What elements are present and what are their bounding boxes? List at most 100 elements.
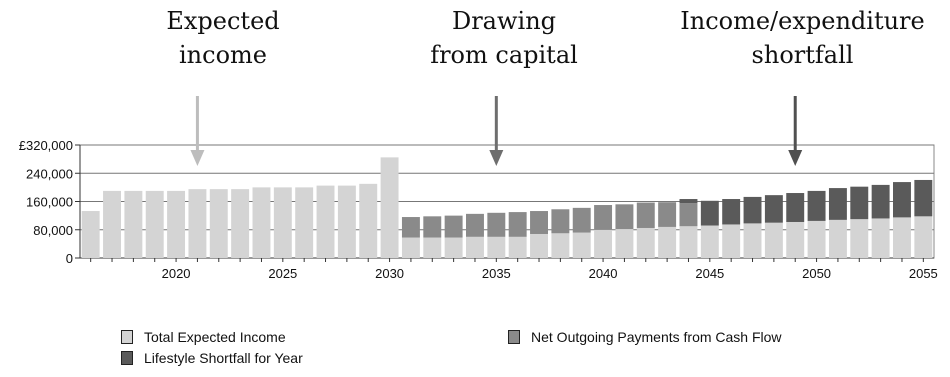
bar-segment	[359, 183, 378, 258]
bar-segment	[572, 232, 591, 258]
bar-segment	[295, 187, 314, 258]
bar-segment	[893, 217, 911, 258]
legend-label: Lifestyle Shortfall for Year	[144, 350, 303, 366]
bar-segment	[679, 226, 698, 258]
bar-segment	[743, 196, 762, 224]
bar-segment	[871, 184, 890, 219]
bar-segment	[572, 207, 591, 233]
bar-segment	[167, 190, 186, 258]
bar-segment	[615, 229, 634, 258]
bar-segment	[743, 223, 762, 258]
legend-swatch	[121, 351, 133, 365]
callout-drawing-from-capital: Drawing from capital	[404, 4, 604, 72]
bar-segment	[252, 187, 271, 258]
callout-expected-income: Expected income	[128, 4, 318, 72]
bar-segment	[807, 220, 826, 258]
x-tick-label: 2025	[268, 266, 297, 281]
legend-item-net-outgoing-payments: Net Outgoing Payments from Cash Flow	[508, 329, 782, 345]
callout-income-expenditure-shortfall: Income/expenditure shortfall	[660, 4, 945, 72]
bar-segment	[594, 229, 613, 258]
legend-item-lifestyle-shortfall: Lifestyle Shortfall for Year	[121, 350, 303, 366]
bar-segment	[658, 202, 677, 227]
bar-segment	[828, 188, 847, 220]
bar-segment	[551, 209, 570, 234]
bar-segment	[508, 236, 527, 258]
bar-segment	[145, 190, 164, 258]
callout-line: Drawing	[451, 7, 557, 35]
legend-item-total-expected-income: Total Expected Income	[121, 329, 286, 345]
bar-segment	[850, 219, 869, 258]
y-tick-label: £320,000	[19, 138, 73, 153]
bar-segment	[594, 205, 613, 230]
bar-segment	[466, 236, 484, 258]
bar-segment	[316, 185, 335, 258]
bar-segment	[530, 233, 548, 258]
callout-arrow-head	[788, 150, 803, 166]
bar-segment	[850, 186, 869, 220]
callout-arrow-head	[489, 150, 504, 166]
bar-segment	[700, 225, 719, 258]
bar-segment	[914, 179, 933, 217]
callout-arrow-head	[190, 150, 205, 166]
bar-segment	[444, 237, 463, 258]
callout-line: from capital	[430, 41, 578, 69]
bar-segment	[893, 182, 911, 218]
bar-segment	[103, 190, 121, 258]
bar-segment	[466, 213, 484, 237]
x-tick-label: 2050	[802, 266, 831, 281]
bar-segment	[636, 202, 655, 228]
callout-line: shortfall	[751, 41, 854, 69]
bar-segment	[615, 204, 634, 230]
bar-segment	[124, 190, 143, 258]
bar-segment	[764, 222, 783, 258]
legend-swatch	[508, 330, 520, 344]
stacked-bar-chart: 0 80,000 160,000 240,000 £320,000 2020 2025 203…	[19, 96, 938, 281]
bar-segment	[828, 219, 847, 258]
bar-segment	[658, 226, 677, 258]
callout-line: Expected	[166, 7, 280, 35]
legend-label: Total Expected Income	[144, 329, 286, 345]
bar-segment	[871, 218, 890, 258]
legend-label: Net Outgoing Payments from Cash Flow	[531, 329, 782, 345]
callout-line: income	[179, 41, 267, 69]
bar-segment	[401, 217, 420, 238]
bar-segment	[807, 190, 826, 221]
bar-segment	[679, 203, 698, 227]
bar-segment	[337, 185, 356, 258]
bar-segment	[423, 216, 442, 238]
bar-segment	[764, 195, 783, 223]
legend-swatch	[121, 330, 133, 344]
bar-segment	[487, 212, 506, 237]
bar-segment	[401, 237, 420, 258]
bar-segment	[423, 237, 442, 258]
bar-segment	[487, 236, 506, 258]
bar-segment	[273, 187, 292, 258]
bar-segment	[508, 212, 527, 237]
bar-segment	[786, 221, 805, 258]
callout-line: Income/expenditure	[680, 7, 925, 35]
bar-segment	[914, 216, 933, 258]
bar-segment	[700, 200, 719, 226]
y-tick-label: 0	[66, 251, 73, 266]
bar-segment	[786, 193, 805, 222]
y-tick-label: 240,000	[26, 166, 73, 181]
bar-segment	[551, 233, 570, 258]
bar-segment	[679, 199, 698, 204]
bar-segment	[722, 224, 741, 258]
x-tick-label: 2030	[375, 266, 404, 281]
x-tick-label: 2045	[695, 266, 724, 281]
y-tick-label: 80,000	[33, 223, 73, 238]
bar-segment	[209, 189, 228, 258]
x-tick-label: 2020	[162, 266, 191, 281]
bar-segment	[722, 199, 741, 225]
x-tick-label: 2035	[482, 266, 511, 281]
bar-segment	[380, 157, 399, 258]
x-tick-label: 2040	[589, 266, 618, 281]
bar-segment	[188, 189, 207, 258]
bar-segment	[444, 215, 463, 238]
bar-segment	[81, 211, 100, 258]
x-tick-label: 2055	[909, 266, 938, 281]
bar-segment	[636, 227, 655, 258]
bar-segment	[231, 189, 250, 258]
y-tick-label: 160,000	[26, 195, 73, 210]
